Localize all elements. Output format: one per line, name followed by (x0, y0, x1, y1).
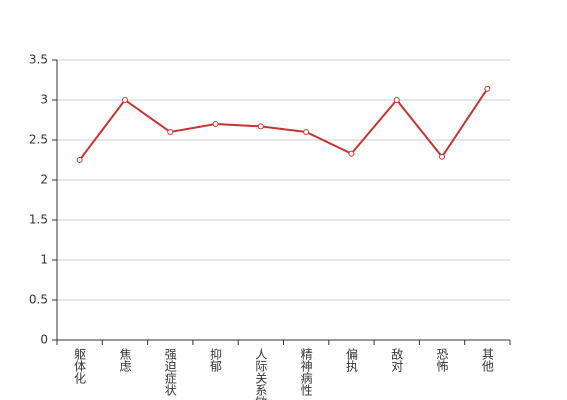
x-tick-label: 抑郁 (209, 347, 223, 373)
point (484, 85, 491, 92)
y-tick-label: 0.5 (29, 293, 48, 307)
x-tick-label: 躯体化 (73, 347, 87, 385)
point (212, 121, 219, 127)
y-tick-label: 3 (40, 93, 48, 107)
line (78, 88, 489, 161)
y-tick-label: 1.5 (29, 213, 48, 227)
point (257, 123, 264, 130)
point (76, 157, 83, 163)
x-tick-label: 敌对 (390, 347, 404, 372)
x-tick-label: 偏执 (344, 347, 358, 373)
y-tick-label: 2.5 (29, 133, 48, 147)
point (393, 97, 400, 103)
point (121, 97, 128, 103)
x-tick-label: 其他 (480, 348, 494, 372)
x-tick-label: 人际关系敏感 (254, 348, 268, 400)
x-tick-label: 精神病性 (299, 348, 313, 397)
point (167, 129, 174, 135)
x-tick-label: 恐怖 (435, 348, 449, 372)
point (348, 150, 355, 157)
point (303, 129, 310, 135)
y-tick-label: 2 (40, 173, 48, 187)
x-tick-label: 焦虑 (118, 348, 132, 372)
y-tick-label: 1 (40, 253, 48, 267)
point (439, 153, 446, 160)
x-tick-label: 强迫症状 (163, 348, 177, 396)
y-tick-label: 0 (40, 333, 48, 347)
y-tick-label: 3.5 (29, 53, 48, 67)
